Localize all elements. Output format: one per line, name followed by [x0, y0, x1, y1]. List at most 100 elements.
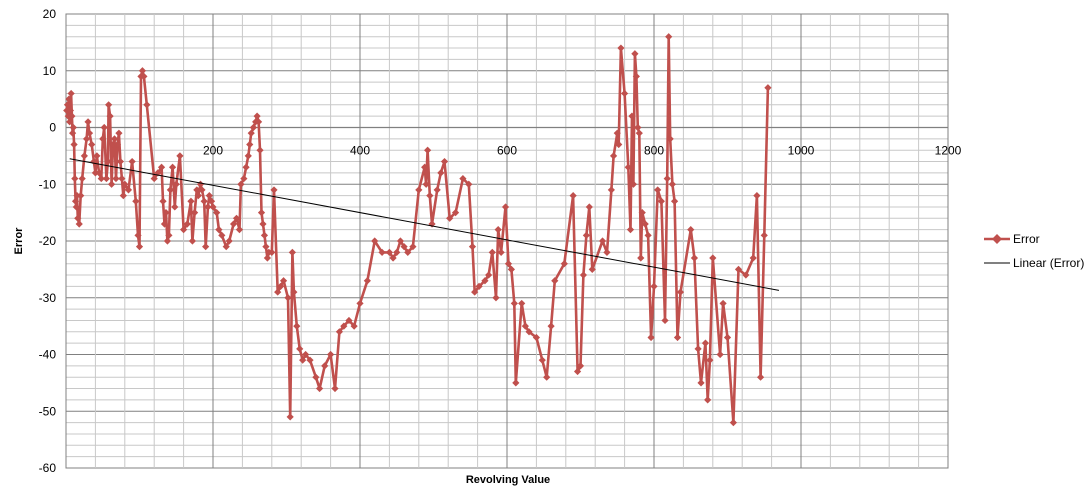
- error-point: [288, 248, 296, 256]
- error-point: [497, 248, 505, 256]
- legend-label-error: Error: [1013, 232, 1040, 246]
- error-point: [124, 186, 133, 194]
- error-point: [256, 146, 264, 154]
- error-point: [475, 282, 483, 290]
- error-point: [270, 186, 278, 194]
- error-point: [690, 254, 699, 262]
- error-point: [345, 316, 353, 325]
- error-point: [64, 112, 72, 120]
- error-point: [302, 350, 310, 359]
- error-point: [621, 89, 629, 98]
- error-point: [218, 231, 226, 239]
- error-point: [279, 277, 288, 285]
- error-point: [253, 112, 261, 120]
- error-point: [331, 384, 339, 393]
- error-point: [433, 186, 441, 194]
- error-point: [237, 180, 245, 188]
- error-point: [340, 322, 348, 330]
- y-tick-label: -40: [39, 348, 57, 362]
- error-point: [176, 152, 184, 160]
- x-tick-label: 800: [644, 144, 664, 158]
- error-point: [99, 135, 107, 143]
- error-point: [306, 356, 314, 364]
- error-point: [629, 180, 638, 188]
- error-point: [135, 243, 144, 251]
- error-point: [459, 174, 467, 183]
- error-point: [71, 174, 79, 183]
- error-point: [247, 129, 255, 137]
- x-tick-label: 1000: [788, 144, 815, 158]
- error-point: [157, 163, 166, 171]
- error-point: [607, 186, 615, 194]
- error-point: [371, 237, 379, 245]
- error-point: [260, 231, 269, 239]
- error-point: [624, 163, 632, 171]
- error-point: [91, 169, 99, 177]
- error-point: [585, 203, 593, 211]
- error-point: [244, 152, 252, 160]
- error-point: [165, 231, 173, 239]
- error-point: [576, 362, 585, 370]
- error-point: [68, 112, 76, 120]
- legend-item-linear: Linear (Error): [984, 256, 1084, 270]
- error-point: [315, 384, 324, 393]
- error-point: [134, 231, 142, 239]
- error-point: [356, 299, 364, 308]
- error-point: [82, 135, 91, 143]
- error-point: [249, 123, 258, 132]
- error-point: [207, 197, 216, 205]
- error-point: [404, 248, 412, 256]
- error-point: [240, 174, 248, 183]
- error-point: [257, 209, 266, 217]
- error-point: [116, 157, 124, 166]
- error-point: [110, 135, 119, 143]
- error-point: [687, 226, 695, 234]
- error-point: [617, 44, 625, 52]
- error-point: [409, 243, 417, 251]
- error-point: [112, 174, 120, 183]
- error-point: [63, 106, 71, 115]
- error-point: [582, 231, 590, 239]
- error-point: [753, 192, 761, 200]
- error-point: [286, 413, 294, 421]
- error-point: [719, 299, 727, 308]
- error-point: [171, 203, 179, 211]
- error-point: [676, 288, 685, 296]
- error-point: [626, 226, 635, 234]
- error-point: [106, 112, 114, 120]
- error-point: [666, 135, 674, 143]
- error-point: [422, 180, 430, 188]
- error-point: [760, 231, 768, 239]
- error-point: [132, 197, 140, 205]
- error-point: [113, 140, 122, 149]
- error-point: [335, 328, 344, 336]
- series-layer: [63, 33, 780, 427]
- error-point: [650, 282, 658, 290]
- error-point: [105, 101, 113, 109]
- error-point: [532, 333, 540, 342]
- error-point: [501, 203, 510, 211]
- error-point: [560, 260, 568, 268]
- error-point: [634, 123, 642, 132]
- error-point: [521, 322, 529, 330]
- error-point: [78, 174, 86, 183]
- y-tick-label: 0: [49, 121, 56, 135]
- y-tick-label: -50: [39, 404, 57, 418]
- error-point: [635, 129, 643, 137]
- error-point: [204, 203, 212, 211]
- error-point: [485, 271, 493, 279]
- y-tick-label: -20: [39, 234, 57, 248]
- error-point: [140, 72, 148, 81]
- error-point: [254, 118, 263, 126]
- error-point: [670, 197, 679, 205]
- error-point: [200, 197, 208, 205]
- error-point: [644, 231, 652, 239]
- error-point: [312, 373, 320, 381]
- error-point: [115, 129, 123, 137]
- error-point: [665, 33, 673, 41]
- error-point: [150, 174, 158, 183]
- x-tick-label: 400: [350, 144, 370, 158]
- error-point: [471, 288, 479, 296]
